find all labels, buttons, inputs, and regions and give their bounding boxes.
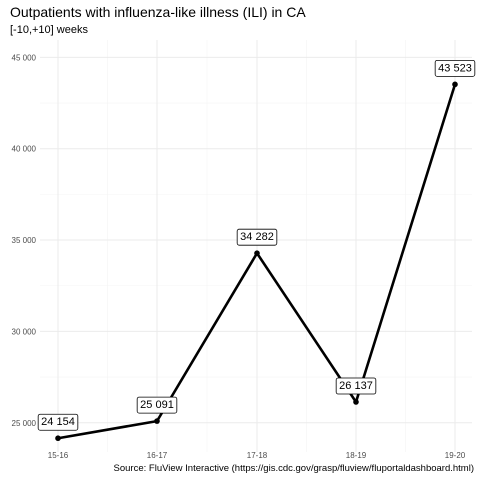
x-tick-label: 16-17 [147,451,168,460]
data-point [254,250,260,256]
x-tick-label: 15-16 [48,451,69,460]
data-series [55,81,458,442]
y-tick-label: 40 000 [12,145,37,154]
axis-tick-labels: 25 000 30 000 35 000 40 000 45 000 15-16 16-17… [12,53,466,460]
y-tick-label: 25 000 [12,419,37,428]
data-label-text: 43 523 [438,62,472,74]
data-label-box [434,59,476,77]
y-tick-label: 30 000 [12,327,37,336]
y-tick-label: 35 000 [12,236,37,245]
x-tick-label: 17-18 [247,451,268,460]
data-label-text: 24 154 [41,416,75,428]
data-label-text: 25 091 [140,399,174,411]
data-label-text: 26 137 [339,380,373,392]
data-label-box [335,377,377,395]
data-point [452,81,458,88]
data-label: 43 523 [434,59,476,77]
data-label-box [236,228,278,246]
data-labels: 24 154 25 091 34 282 26 137 43 523 [37,59,476,431]
data-point [154,418,160,424]
data-label: 24 154 [37,413,79,431]
y-tick-label: 45 000 [12,53,37,62]
chart-title: Outpatients with influenza-like illness … [10,4,306,20]
chart-subtitle: [-10,+10] weeks [10,24,88,36]
data-point [353,399,359,405]
data-label-box [37,413,79,431]
chart-caption: Source: FluView Interactive (https://gis… [113,463,474,474]
data-point [55,435,61,442]
data-label: 25 091 [136,396,178,414]
data-label-box [136,396,178,414]
grid-lines [40,40,472,452]
data-label: 34 282 [236,228,278,246]
x-tick-label: 18-19 [346,451,367,460]
data-label: 26 137 [335,377,377,395]
x-tick-label: 19-20 [445,451,466,460]
data-label-text: 34 282 [240,231,274,243]
